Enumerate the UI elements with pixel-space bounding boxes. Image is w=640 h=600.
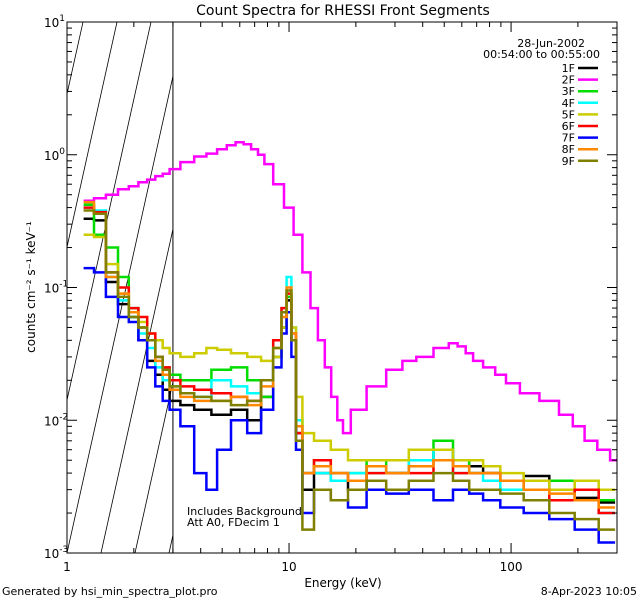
series-line-9f: [83, 209, 616, 531]
y-axis-label: counts cm⁻² s⁻¹ keV⁻¹: [24, 221, 38, 353]
y-tick-base: 10: [44, 16, 59, 30]
series-line-7f: [83, 266, 616, 544]
legend-label: 5F: [562, 108, 575, 121]
legend-label: 6F: [562, 120, 575, 133]
legend-label: 2F: [562, 74, 575, 87]
hatch-line: [67, 22, 152, 402]
legend-label: 7F: [562, 132, 575, 145]
footer-generated-by: Generated by hsi_min_spectra_plot.pro: [2, 585, 218, 598]
legend-label: 1F: [562, 62, 575, 75]
y-tick-exponent: 1: [59, 14, 65, 24]
hatched-excluded-region: [0, 13, 640, 553]
hatch-line: [168, 533, 173, 553]
chart-title: Count Spectra for RHESSI Front Segments: [196, 3, 490, 19]
series-line-2f: [83, 141, 617, 462]
y-tick-base: 10: [44, 414, 59, 428]
y-tick-exponent: -1: [59, 280, 68, 290]
y-tick-exponent: -3: [59, 545, 68, 555]
y-tick-base: 10: [44, 149, 59, 163]
hatch-lines: [0, 13, 640, 553]
hatch-line: [100, 227, 173, 553]
y-tick-label: 10-3: [44, 545, 68, 561]
x-axis-label: Energy (keV): [304, 576, 381, 590]
series-lines: [83, 141, 617, 544]
y-tick-label: 101: [44, 14, 65, 30]
date-label: 28-Jun-2002: [517, 37, 585, 50]
y-tick-exponent: 0: [59, 147, 65, 157]
legend-label: 4F: [562, 97, 575, 110]
hatch-line: [67, 74, 173, 553]
series-line-1f: [83, 217, 616, 504]
series-line-3f: [83, 203, 616, 502]
legend-label: 9F: [562, 155, 575, 168]
series-line-8f: [83, 200, 616, 509]
hatch-line: [0, 13, 17, 553]
hatch-line: [543, 13, 640, 553]
y-tick-label: 100: [44, 147, 65, 163]
x-tick-label: 100: [500, 560, 523, 574]
y-tick-exponent: -2: [59, 412, 68, 422]
y-tick-label: 10-2: [44, 412, 68, 428]
annotation-background: Includes Background: [187, 505, 302, 518]
x-tick-label: 10: [281, 560, 296, 574]
hatch-line: [134, 380, 173, 553]
legend-label: 8F: [562, 143, 575, 156]
annotation-attenuator: Att A0, FDecim 1: [187, 516, 280, 529]
y-tick-label: 10-1: [44, 280, 68, 296]
x-tick-label: 1: [63, 560, 71, 574]
time-range-label: 00:54:00 to 00:55:00: [483, 48, 600, 61]
legend-label: 3F: [562, 85, 575, 98]
y-tick-base: 10: [44, 282, 59, 296]
hatch-line: [67, 22, 84, 96]
hatch-line: [67, 22, 118, 249]
footer-timestamp: 8-Apr-2023 10:05: [541, 585, 637, 598]
y-tick-base: 10: [44, 547, 59, 561]
